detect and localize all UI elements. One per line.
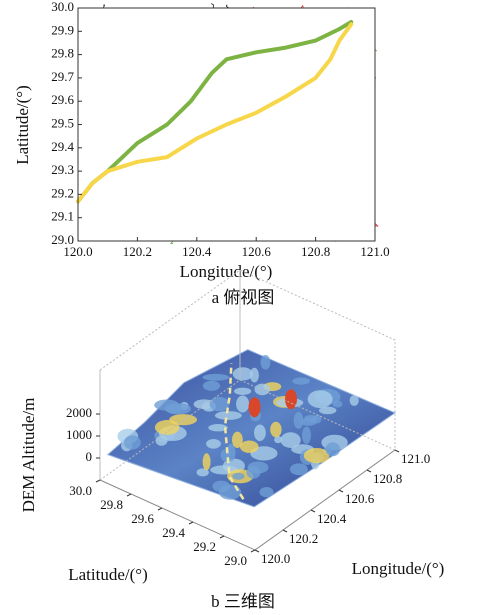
terrain-patch: [215, 411, 242, 420]
terrain-patch: [290, 463, 308, 475]
terrain-patch: [308, 390, 333, 408]
y-tick: [96, 480, 100, 482]
terrain-patch: [203, 381, 220, 391]
x-tick-label: 121.0: [360, 244, 389, 259]
y-axis-label: Latitude/(°): [13, 85, 32, 165]
x-tick-label: 120.2: [289, 531, 318, 546]
z-tick-label: 0: [86, 449, 93, 464]
terrain-patch: [203, 453, 211, 470]
y-tick-label: 29.7: [51, 69, 74, 84]
terrain-patch: [233, 367, 253, 380]
terrain-patch: [304, 415, 317, 422]
y-tick-label: 29.4: [162, 525, 185, 540]
x-tick: [395, 450, 399, 452]
terrain-patch: [260, 487, 274, 497]
y-axis-label: Latitude/(°): [68, 565, 148, 584]
y-tick: [127, 494, 131, 496]
y-tick-label: 30.0: [69, 483, 92, 498]
y-tick-label: 29.5: [51, 115, 74, 130]
y-tick-label: 29.1: [51, 209, 74, 224]
peak: [249, 397, 261, 417]
x-tick-label: 120.4: [182, 244, 212, 259]
terrain-patch: [292, 378, 310, 385]
y-tick: [158, 508, 162, 510]
y-tick-label: 29.8: [51, 46, 74, 61]
terrain-patch: [155, 420, 180, 435]
x-tick-label: 120.6: [242, 244, 272, 259]
x-tick: [339, 490, 343, 492]
terrain-patch: [261, 355, 271, 370]
caption: a 俯视图: [212, 288, 275, 307]
z-tick-label: 2000: [66, 405, 92, 420]
terrain-patch: [203, 374, 230, 381]
x-tick: [367, 470, 371, 472]
terrain-patch: [206, 439, 221, 449]
terrain-patch: [350, 395, 359, 406]
y-tick-label: 29.6: [131, 511, 154, 526]
terrain-patch: [250, 368, 259, 383]
x-tick-label: 120.4: [317, 511, 347, 526]
y-tick-label: 29.2: [51, 185, 74, 200]
y-tick: [220, 536, 224, 538]
x-tick-label: 120.8: [373, 471, 402, 486]
figure: 120.0 120.2 120.4 120.6 120.8 121.0 29.0 29.1 29…: [0, 0, 486, 615]
terrain-patch: [302, 427, 311, 444]
terrain-patch: [333, 400, 343, 407]
terrain-patch: [254, 425, 266, 442]
x-tick-label: 121.0: [401, 451, 430, 466]
x-tick-label: 120.2: [123, 244, 152, 259]
y-tick-label: 29.9: [51, 22, 74, 37]
x-tick: [311, 510, 315, 512]
y-tick-label: 29.8: [100, 497, 123, 512]
y-tick: [251, 550, 255, 552]
peak: [285, 389, 297, 409]
terrain-patch: [232, 473, 244, 480]
x-tick-label: 120.6: [345, 491, 375, 506]
y-tick-label: 29.6: [51, 92, 74, 107]
x-axis-label: Longitude/(°): [180, 262, 273, 281]
terrain-patch: [281, 432, 301, 448]
terrain-patch: [240, 441, 259, 453]
z-axis-label: DEM Altitude/m: [19, 398, 38, 513]
x-tick: [255, 550, 259, 552]
y-tick: [189, 522, 193, 524]
terrain-patch: [124, 435, 141, 449]
y-tick-label: 29.3: [51, 162, 74, 177]
terrain-patch: [236, 396, 249, 413]
terrain-patch: [247, 466, 261, 478]
y-tick-label: 29.2: [193, 539, 216, 554]
terrain-patch: [254, 384, 270, 396]
z-tick-label: 1000: [66, 427, 92, 442]
y-tick-label: 29.0: [224, 553, 247, 568]
terrain-patch: [154, 400, 179, 411]
y-tick-label: 29.4: [51, 139, 74, 154]
y-tick-label: 29.0: [51, 232, 74, 247]
terrain-patch: [270, 422, 281, 438]
terrain-patch: [212, 481, 230, 492]
x-tick-label: 120.0: [261, 551, 290, 566]
x-tick-label: 120.8: [301, 244, 330, 259]
x-tick: [283, 530, 287, 532]
terrain-patch: [234, 388, 251, 395]
terrain-patch: [325, 442, 340, 456]
y-tick-label: 30.0: [51, 0, 74, 14]
x-axis-label: Longitude/(°): [352, 559, 445, 578]
caption: b 三维图: [211, 592, 275, 611]
